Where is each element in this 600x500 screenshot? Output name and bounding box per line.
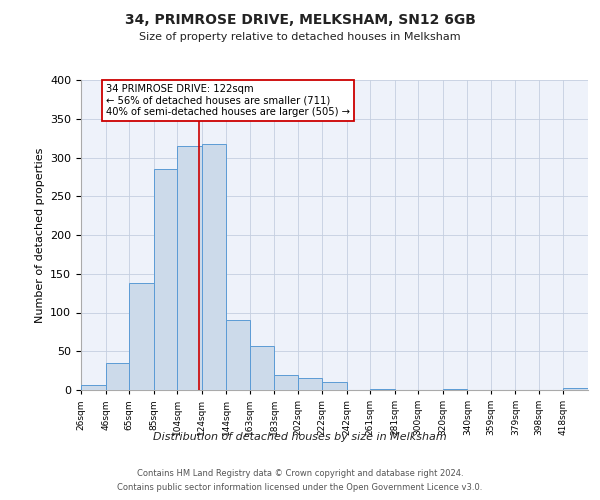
Bar	[274, 374, 298, 390]
Text: 34 PRIMROSE DRIVE: 122sqm
← 56% of detached houses are smaller (711)
40% of semi: 34 PRIMROSE DRIVE: 122sqm ← 56% of detac…	[106, 84, 350, 117]
Bar	[322, 382, 347, 390]
Bar	[106, 363, 129, 390]
Text: Contains HM Land Registry data © Crown copyright and database right 2024.: Contains HM Land Registry data © Crown c…	[137, 469, 463, 478]
Bar	[250, 346, 274, 390]
Bar	[370, 389, 395, 390]
Bar	[129, 283, 154, 390]
Bar	[443, 389, 467, 390]
Y-axis label: Number of detached properties: Number of detached properties	[35, 148, 44, 322]
Bar	[563, 388, 588, 390]
Text: Size of property relative to detached houses in Melksham: Size of property relative to detached ho…	[139, 32, 461, 42]
Bar	[81, 384, 106, 390]
Text: Distribution of detached houses by size in Melksham: Distribution of detached houses by size …	[153, 432, 447, 442]
Text: Contains public sector information licensed under the Open Government Licence v3: Contains public sector information licen…	[118, 482, 482, 492]
Bar	[226, 320, 250, 390]
Text: 34, PRIMROSE DRIVE, MELKSHAM, SN12 6GB: 34, PRIMROSE DRIVE, MELKSHAM, SN12 6GB	[125, 12, 475, 26]
Bar	[298, 378, 322, 390]
Bar	[154, 169, 177, 390]
Bar	[202, 144, 226, 390]
Bar	[177, 146, 202, 390]
